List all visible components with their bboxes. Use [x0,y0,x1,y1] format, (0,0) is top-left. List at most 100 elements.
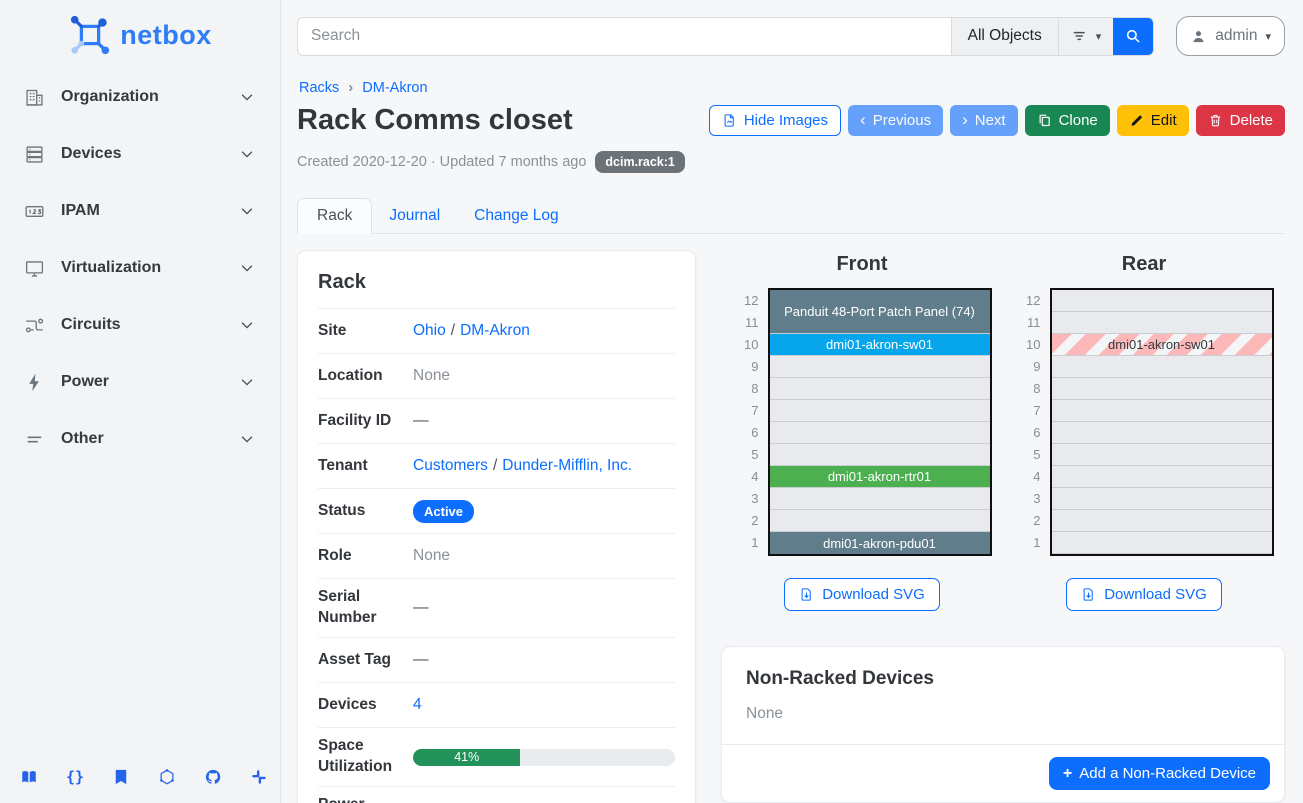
journal-icon[interactable] [112,768,130,786]
previous-label: Previous [872,111,932,129]
next-label: Next [974,111,1006,129]
sidebar-item-label: Organization [61,88,159,105]
role-value: None [413,547,451,565]
chevron-down-icon [238,430,256,448]
rack-device-panduit-48-port-patch-panel-74[interactable]: Panduit 48-Port Patch Panel (74) [769,290,990,334]
sidebar-item-label: Power [61,373,110,390]
search-filter-button[interactable]: ▾ [1057,17,1114,55]
unit-label: 12 [1026,293,1041,309]
delete-button[interactable]: Delete [1195,104,1285,136]
rack-device-dmi01-akron-rtr01[interactable]: dmi01-akron-rtr01 [769,466,990,488]
detail-label-facility-id: Facility ID [318,411,392,429]
facility-id-value: — [413,412,429,430]
unit-label: 9 [1033,359,1041,375]
detail-value-location: None [413,362,675,390]
search-scope-select[interactable]: All Objects [950,17,1058,55]
previous-button[interactable]: ‹ Previous [848,104,944,136]
clone-button[interactable]: Clone [1024,104,1110,136]
unit-label: 8 [1033,381,1041,397]
unit-labels-front: 12 11 10 9 8 7 6 5 4 3 2 1 [733,290,759,554]
page-title: Rack Comms closet [297,104,573,136]
sidebar: netbox Organization Devices IPAM Virtualiza… [0,0,281,803]
unit-label: 6 [751,425,759,441]
sidebar-footer-icons: {} [20,768,268,786]
trash-icon [1208,113,1223,128]
breadcrumb-site-link[interactable]: DM-Akron [362,79,428,96]
download-svg-wrap-front: Download SVG [784,578,940,612]
add-non-racked-device-button[interactable]: + Add a Non-Racked Device [1048,757,1270,791]
tab-change-log[interactable]: Change Log [457,199,575,233]
chevron-right-icon: › [348,79,354,96]
action-buttons: Hide Images ‹ Previous › Next Clone Ed [708,104,1285,136]
add-non-racked-device-label: Add a Non-Racked Device [1079,765,1256,783]
lines-icon [24,429,45,450]
sidebar-item-other[interactable]: Other [22,419,266,459]
download-svg-button-front[interactable]: Download SVG [784,578,940,612]
unit-label: 7 [1033,403,1041,419]
search-input[interactable] [298,17,951,55]
main-area: All Objects ▾ admin ▾ Racks › [281,0,1303,803]
sidebar-item-power[interactable]: Power [22,362,266,402]
user-menu-button[interactable]: admin ▾ [1176,16,1285,56]
detail-label-asset-tag: Asset Tag [318,650,391,668]
detail-label-site: Site [318,321,347,339]
book-icon[interactable] [20,768,38,786]
rack-unit-slot [1051,400,1272,423]
sidebar-item-ipam[interactable]: IPAM [22,191,266,231]
space-utilization-bar-label: 41% [454,749,480,764]
search-scope-label: All Objects [967,27,1042,44]
breadcrumb-racks-link[interactable]: Racks [299,79,340,96]
unit-label: 8 [751,381,759,397]
search-icon [1124,27,1142,45]
search-submit-button[interactable] [1113,17,1154,55]
rack-unit-slot [1051,488,1272,511]
sidebar-item-virtualization[interactable]: Virtualization [22,248,266,288]
detail-label-location: Location [318,366,383,384]
detail-value-role: None [413,542,675,570]
graphql-icon[interactable] [158,768,176,786]
unit-label: 12 [744,293,759,309]
detail-value-serial-number: — [413,594,675,622]
next-button[interactable]: › Next [950,104,1018,136]
download-svg-button-rear[interactable]: Download SVG [1066,578,1222,612]
download-svg-label: Download SVG [822,586,925,604]
braces-icon[interactable]: {} [65,768,85,786]
rack-detail-rows: Site Ohio / DM-Akron Location None Facility ID… [318,308,675,803]
chevron-down-icon [238,316,256,334]
netbox-logo[interactable]: netbox [0,10,280,60]
rack-device-dmi01-akron-sw01[interactable]: dmi01-akron-sw01 [769,334,990,356]
rack-unit-slot [769,356,990,379]
sidebar-item-devices[interactable]: Devices [22,134,266,174]
site-link-2[interactable]: DM-Akron [460,322,530,340]
tab-journal[interactable]: Journal [372,199,457,233]
unit-label: 2 [751,513,759,529]
rack-device-label: dmi01-akron-rtr01 [827,469,932,485]
sidebar-item-circuits[interactable]: Circuits [22,305,266,345]
tab-rack[interactable]: Rack [297,198,373,235]
devices-link[interactable]: 4 [413,696,422,714]
copy-icon [1037,113,1052,128]
rack-details-panel: Rack Site Ohio / DM-Akron Location None Facili… [297,250,696,803]
breadcrumb: Racks › DM-Akron [299,79,1285,96]
tenant-link-2[interactable]: Dunder-Mifflin, Inc. [502,457,633,475]
slack-icon[interactable] [250,768,268,786]
detail-label-space-utilization: Space Utilization [318,737,393,776]
non-racked-header: Non-Racked Devices [722,647,1284,690]
detail-label-power-utilization: Power Utilization [318,795,413,803]
sidebar-item-label: Circuits [61,316,121,333]
elevation-rear-rack: 12 11 10 9 8 7 6 5 4 3 2 1 dmi01-akron-sw01 [1015,288,1274,557]
detail-value-space-utilization: 41% [413,743,675,771]
rack-device-dmi01-akron-pdu01[interactable]: dmi01-akron-pdu01 [769,532,990,555]
rack-unit-slot [769,378,990,401]
edit-button[interactable]: Edit [1116,104,1189,136]
site-link-1[interactable]: Ohio [413,322,446,340]
sidebar-item-organization[interactable]: Organization [22,77,266,117]
rack-unit-slot [1051,444,1272,467]
hide-images-label: Hide Images [743,111,829,129]
elevation-front-title: Front [836,253,888,276]
tenant-link-1[interactable]: Customers [413,457,488,475]
hide-images-button[interactable]: Hide Images [708,104,842,136]
github-icon[interactable] [204,768,222,786]
unit-label: 7 [751,403,759,419]
rack-device-dmi01-akron-sw01[interactable]: dmi01-akron-sw01 [1051,334,1272,356]
